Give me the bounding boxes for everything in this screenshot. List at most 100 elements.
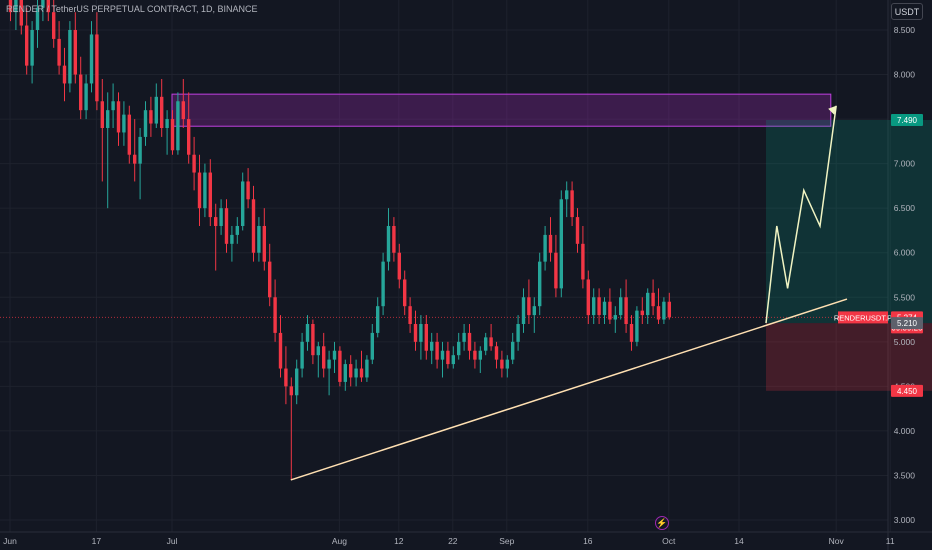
candle-body [435,341,439,360]
projection-path[interactable] [765,105,837,324]
candle-body [397,252,401,280]
candle-body [430,341,434,351]
support-trendline[interactable] [290,298,848,481]
candle-body [619,297,623,316]
candle-body [122,114,126,133]
candle-body [19,0,23,26]
symbol-tag [838,311,888,324]
candle-body [8,0,13,13]
profit-zone[interactable] [766,119,932,324]
candle-body [73,30,77,75]
time-tick-label: Nov [829,536,845,546]
candle-body [386,226,391,262]
candle-body [116,101,121,133]
candle-body [241,181,245,226]
candle-body [214,217,218,226]
candle-body [451,355,455,365]
candle-body [505,359,509,369]
time-tick-label: Aug [332,536,347,546]
candle-body [181,101,185,120]
candle-body [192,154,196,173]
candle-body [154,96,158,124]
candle-body [408,306,412,324]
candle-body [381,261,385,307]
candle-body [597,297,601,316]
candle-body [14,0,18,13]
time-tick-label: Jun [3,536,17,546]
candle-body [338,350,342,382]
loss-zone[interactable] [766,323,932,391]
candle-body [376,306,380,333]
candle-body [467,332,472,351]
candle-body [160,96,164,128]
candle-body [257,226,261,253]
candle-body [219,208,223,226]
time-tick-label: 22 [448,536,458,546]
price-tick-label: 8.000 [894,70,916,80]
candle-body [586,279,590,316]
candle-body [484,337,488,351]
candle-body [133,154,137,164]
candle-body [446,350,450,365]
candle-body [332,350,337,360]
candle-body [316,346,320,356]
candle-body [52,12,56,39]
chart-title: RENDER / TetherUS PERPETUAL CONTRACT, 1D… [6,4,258,14]
candle-body [165,119,169,128]
candle-body [570,190,574,218]
candle-body [305,324,310,342]
candle-body [343,364,347,382]
currency-button[interactable]: USDT [891,3,923,20]
candle-body [538,261,542,307]
price-tick-label: 7.000 [894,159,916,169]
candle-body [662,301,666,320]
candle-body [208,172,212,218]
price-tick-label: 6.500 [894,203,916,213]
candle-body [68,30,72,84]
candle-body [273,297,277,333]
candle-body [170,119,175,151]
candle-body [413,324,418,342]
candle-body [403,279,407,307]
candle-body [100,101,104,128]
candle-body [230,234,234,244]
candle-body [473,350,477,360]
candle-body [559,199,563,289]
candle-body [176,101,180,151]
resistance-zone[interactable] [171,93,832,127]
candle-body [613,315,617,320]
candle-body [581,243,585,280]
candle-body [359,368,364,378]
candle-body [457,341,461,356]
candle-body [554,252,558,289]
candle-body [262,226,266,262]
time-tick-label: 11 [886,536,895,546]
candle-body [187,119,191,155]
price-label [891,317,923,330]
time-tick-label: 14 [734,536,744,546]
candle-body [284,368,288,387]
time-tick-label: Sep [499,536,514,546]
candle-body [111,101,115,111]
price-label-text: 4.450 [897,387,918,396]
candle-body [143,110,148,137]
candle-body [365,359,369,378]
candle-body [656,306,661,320]
candle-body [41,0,45,8]
candle-body [462,332,466,342]
candle-body [289,386,293,396]
price-label-text: 5.210 [897,319,918,328]
candle-body [84,83,88,111]
candle-body [532,306,536,316]
bolt-icon[interactable]: ⚡ [655,516,669,530]
candle-body [489,337,493,347]
candle-body [667,301,671,318]
candle-body [478,350,482,360]
time-tick-label: 17 [92,536,102,546]
candle-body [640,310,644,316]
candle-body [295,368,299,396]
candle-body [370,332,374,360]
candle-body [106,110,110,128]
candle-body [440,350,445,360]
